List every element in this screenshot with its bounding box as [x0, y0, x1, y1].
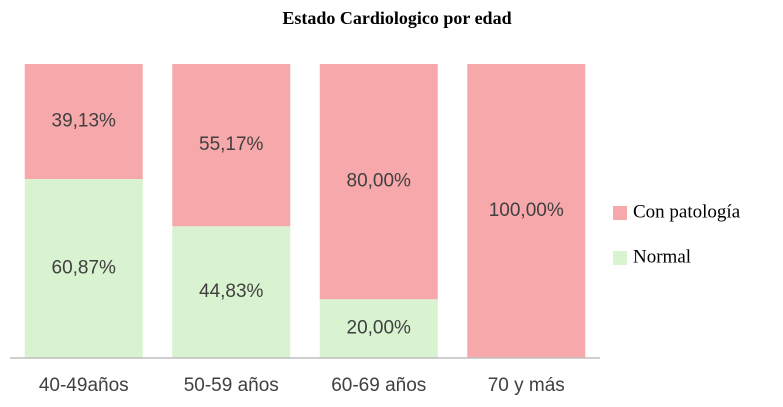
value-label: 44,83%: [199, 281, 264, 302]
value-label: 20,00%: [347, 318, 412, 339]
bar-segment: [319, 64, 438, 300]
value-label: 55,17%: [199, 134, 264, 155]
x-tick-label: 60-69 años: [331, 375, 426, 396]
legend-swatch: [613, 251, 627, 265]
bar-segment: [172, 64, 291, 227]
value-label: 100,00%: [489, 200, 564, 221]
chart-title: Estado Cardiologico por edad: [282, 8, 511, 28]
x-tick-label: 50-59 años: [184, 375, 279, 396]
bar-segment: [24, 179, 143, 358]
legend-swatch: [613, 206, 627, 220]
value-label: 80,00%: [347, 171, 412, 192]
legend-label: Normal: [633, 246, 691, 267]
bar-segment: [24, 64, 143, 180]
bar-segment: [467, 64, 586, 358]
bar-segment: [172, 226, 291, 358]
x-tick-label: 40-49años: [39, 375, 129, 396]
value-label: 60,87%: [52, 258, 117, 279]
bar-segment: [319, 299, 438, 358]
value-label: 39,13%: [52, 111, 117, 132]
x-tick-label: 70 y más: [488, 375, 565, 396]
legend-label: Con patología: [633, 201, 741, 222]
